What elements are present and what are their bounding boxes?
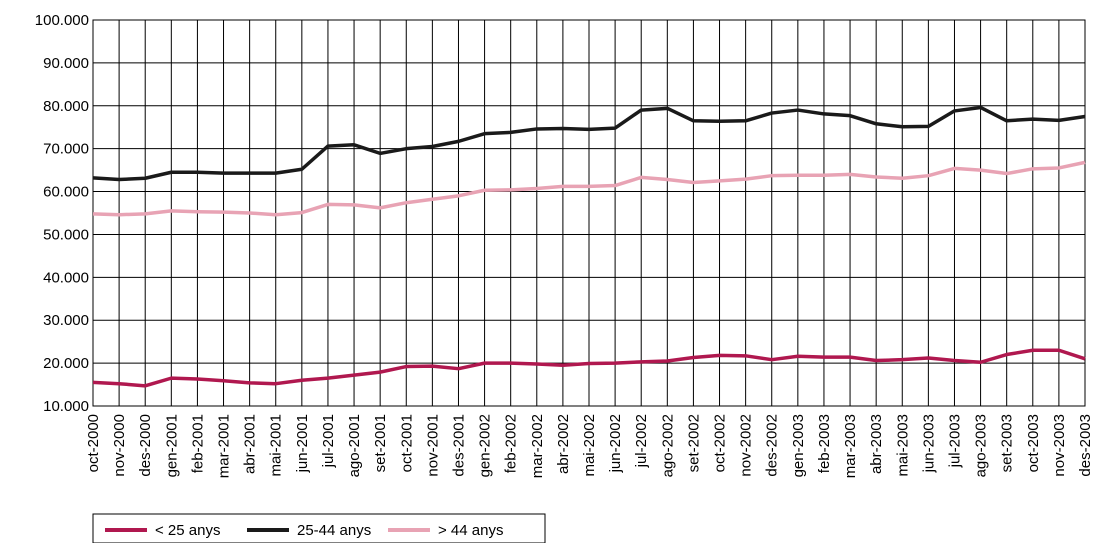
y-tick-label: 10.000 bbox=[43, 398, 89, 415]
x-tick-label: mar-2002 bbox=[529, 414, 546, 478]
x-tick-label: jul-2001 bbox=[320, 414, 337, 468]
x-tick-label: abr-2003 bbox=[868, 414, 885, 474]
x-tick-label: set-2001 bbox=[372, 414, 389, 472]
x-tick-label: feb-2002 bbox=[503, 414, 520, 473]
x-tick-label: oct-2003 bbox=[1025, 414, 1042, 472]
x-tick-label: ago-2001 bbox=[346, 414, 363, 477]
y-tick-label: 60.000 bbox=[43, 184, 89, 201]
legend-label: 25-44 anys bbox=[297, 522, 371, 539]
x-tick-label: mar-2003 bbox=[842, 414, 859, 478]
x-tick-label: oct-2000 bbox=[85, 414, 102, 472]
y-tick-label: 40.000 bbox=[43, 269, 89, 286]
y-tick-label: 20.000 bbox=[43, 355, 89, 372]
x-tick-label: jun-2003 bbox=[920, 414, 937, 473]
x-tick-label: mar-2001 bbox=[216, 414, 233, 478]
x-tick-label: set-2003 bbox=[999, 414, 1016, 472]
x-tick-label: feb-2001 bbox=[189, 414, 206, 473]
x-tick-label: jun-2001 bbox=[294, 414, 311, 473]
series-line bbox=[92, 105, 1086, 182]
x-tick-label: ago-2002 bbox=[659, 414, 676, 477]
x-tick-label: nov-2002 bbox=[738, 414, 755, 477]
legend-label: > 44 anys bbox=[438, 522, 503, 539]
x-tick-label: oct-2002 bbox=[712, 414, 729, 472]
x-tick-label: mai-2001 bbox=[268, 414, 285, 477]
x-tick-label: gen-2002 bbox=[477, 414, 494, 477]
x-tick-label: abr-2001 bbox=[242, 414, 259, 474]
x-tick-label: des-2001 bbox=[450, 414, 467, 477]
x-tick-label: jul-2003 bbox=[946, 414, 963, 468]
y-tick-label: 80.000 bbox=[43, 98, 89, 115]
x-tick-label: jul-2002 bbox=[633, 414, 650, 468]
x-tick-label: nov-2000 bbox=[111, 414, 128, 477]
y-tick-label: 90.000 bbox=[43, 55, 89, 72]
x-tick-label: des-2002 bbox=[764, 414, 781, 477]
series-line bbox=[92, 348, 1086, 388]
x-tick-label: feb-2003 bbox=[816, 414, 833, 473]
x-tick-label: gen-2003 bbox=[790, 414, 807, 477]
legend-label: < 25 anys bbox=[155, 522, 220, 539]
legend-box bbox=[92, 513, 546, 543]
y-tick-label: 50.000 bbox=[43, 226, 89, 243]
x-tick-label: gen-2001 bbox=[163, 414, 180, 477]
y-tick-label: 100.000 bbox=[35, 12, 89, 29]
x-tick-label: mai-2002 bbox=[581, 414, 598, 477]
y-tick-label: 70.000 bbox=[43, 141, 89, 158]
x-tick-label: nov-2001 bbox=[424, 414, 441, 477]
x-tick-label: abr-2002 bbox=[555, 414, 572, 474]
series-line bbox=[92, 160, 1086, 217]
x-tick-label: jun-2002 bbox=[607, 414, 624, 473]
x-tick-label: ago-2003 bbox=[973, 414, 990, 477]
x-tick-label: set-2002 bbox=[685, 414, 702, 472]
x-tick-label: mai-2003 bbox=[894, 414, 911, 477]
x-tick-label: oct-2001 bbox=[398, 414, 415, 472]
x-tick-label: nov-2003 bbox=[1051, 414, 1068, 477]
y-tick-label: 30.000 bbox=[43, 312, 89, 329]
x-tick-label: des-2003 bbox=[1077, 414, 1094, 477]
x-tick-label: des-2000 bbox=[137, 414, 154, 477]
